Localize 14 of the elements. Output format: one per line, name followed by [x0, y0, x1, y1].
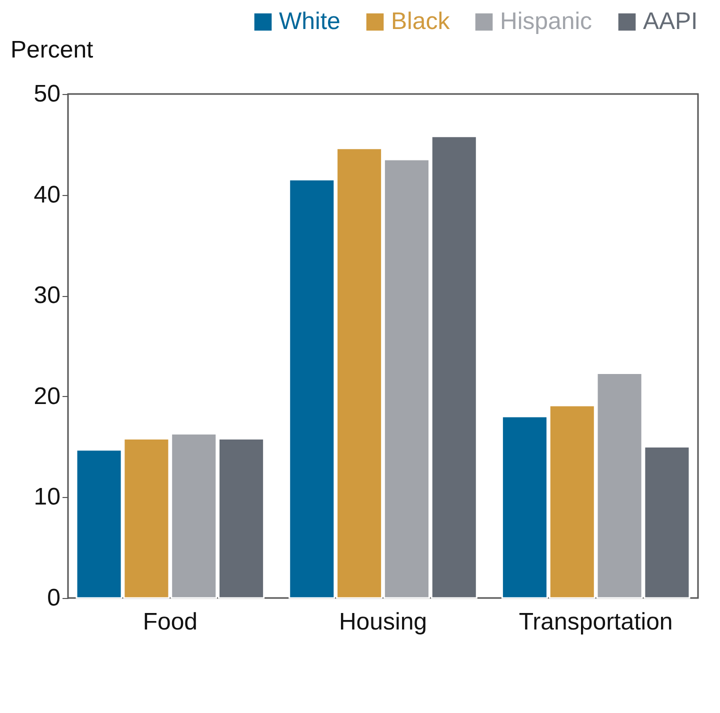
y-tick-label: 40: [34, 181, 60, 208]
y-tick-label: 20: [34, 382, 60, 410]
y-axis-title: Percent: [10, 36, 94, 64]
x-tick-label: Transportation: [518, 608, 673, 636]
y-tick-label: 0: [47, 584, 60, 612]
y-tick-label: 10: [34, 484, 60, 511]
x-tick-label: Food: [142, 608, 198, 636]
y-tick-label: 50: [34, 80, 60, 108]
y-tick-label: 30: [34, 282, 60, 310]
legend-label: AAPI: [643, 8, 698, 35]
legend-label: Black: [391, 8, 451, 35]
legend-label: White: [279, 8, 340, 35]
x-tick-label: Housing: [338, 608, 428, 636]
legend-label: Hispanic: [500, 8, 592, 35]
